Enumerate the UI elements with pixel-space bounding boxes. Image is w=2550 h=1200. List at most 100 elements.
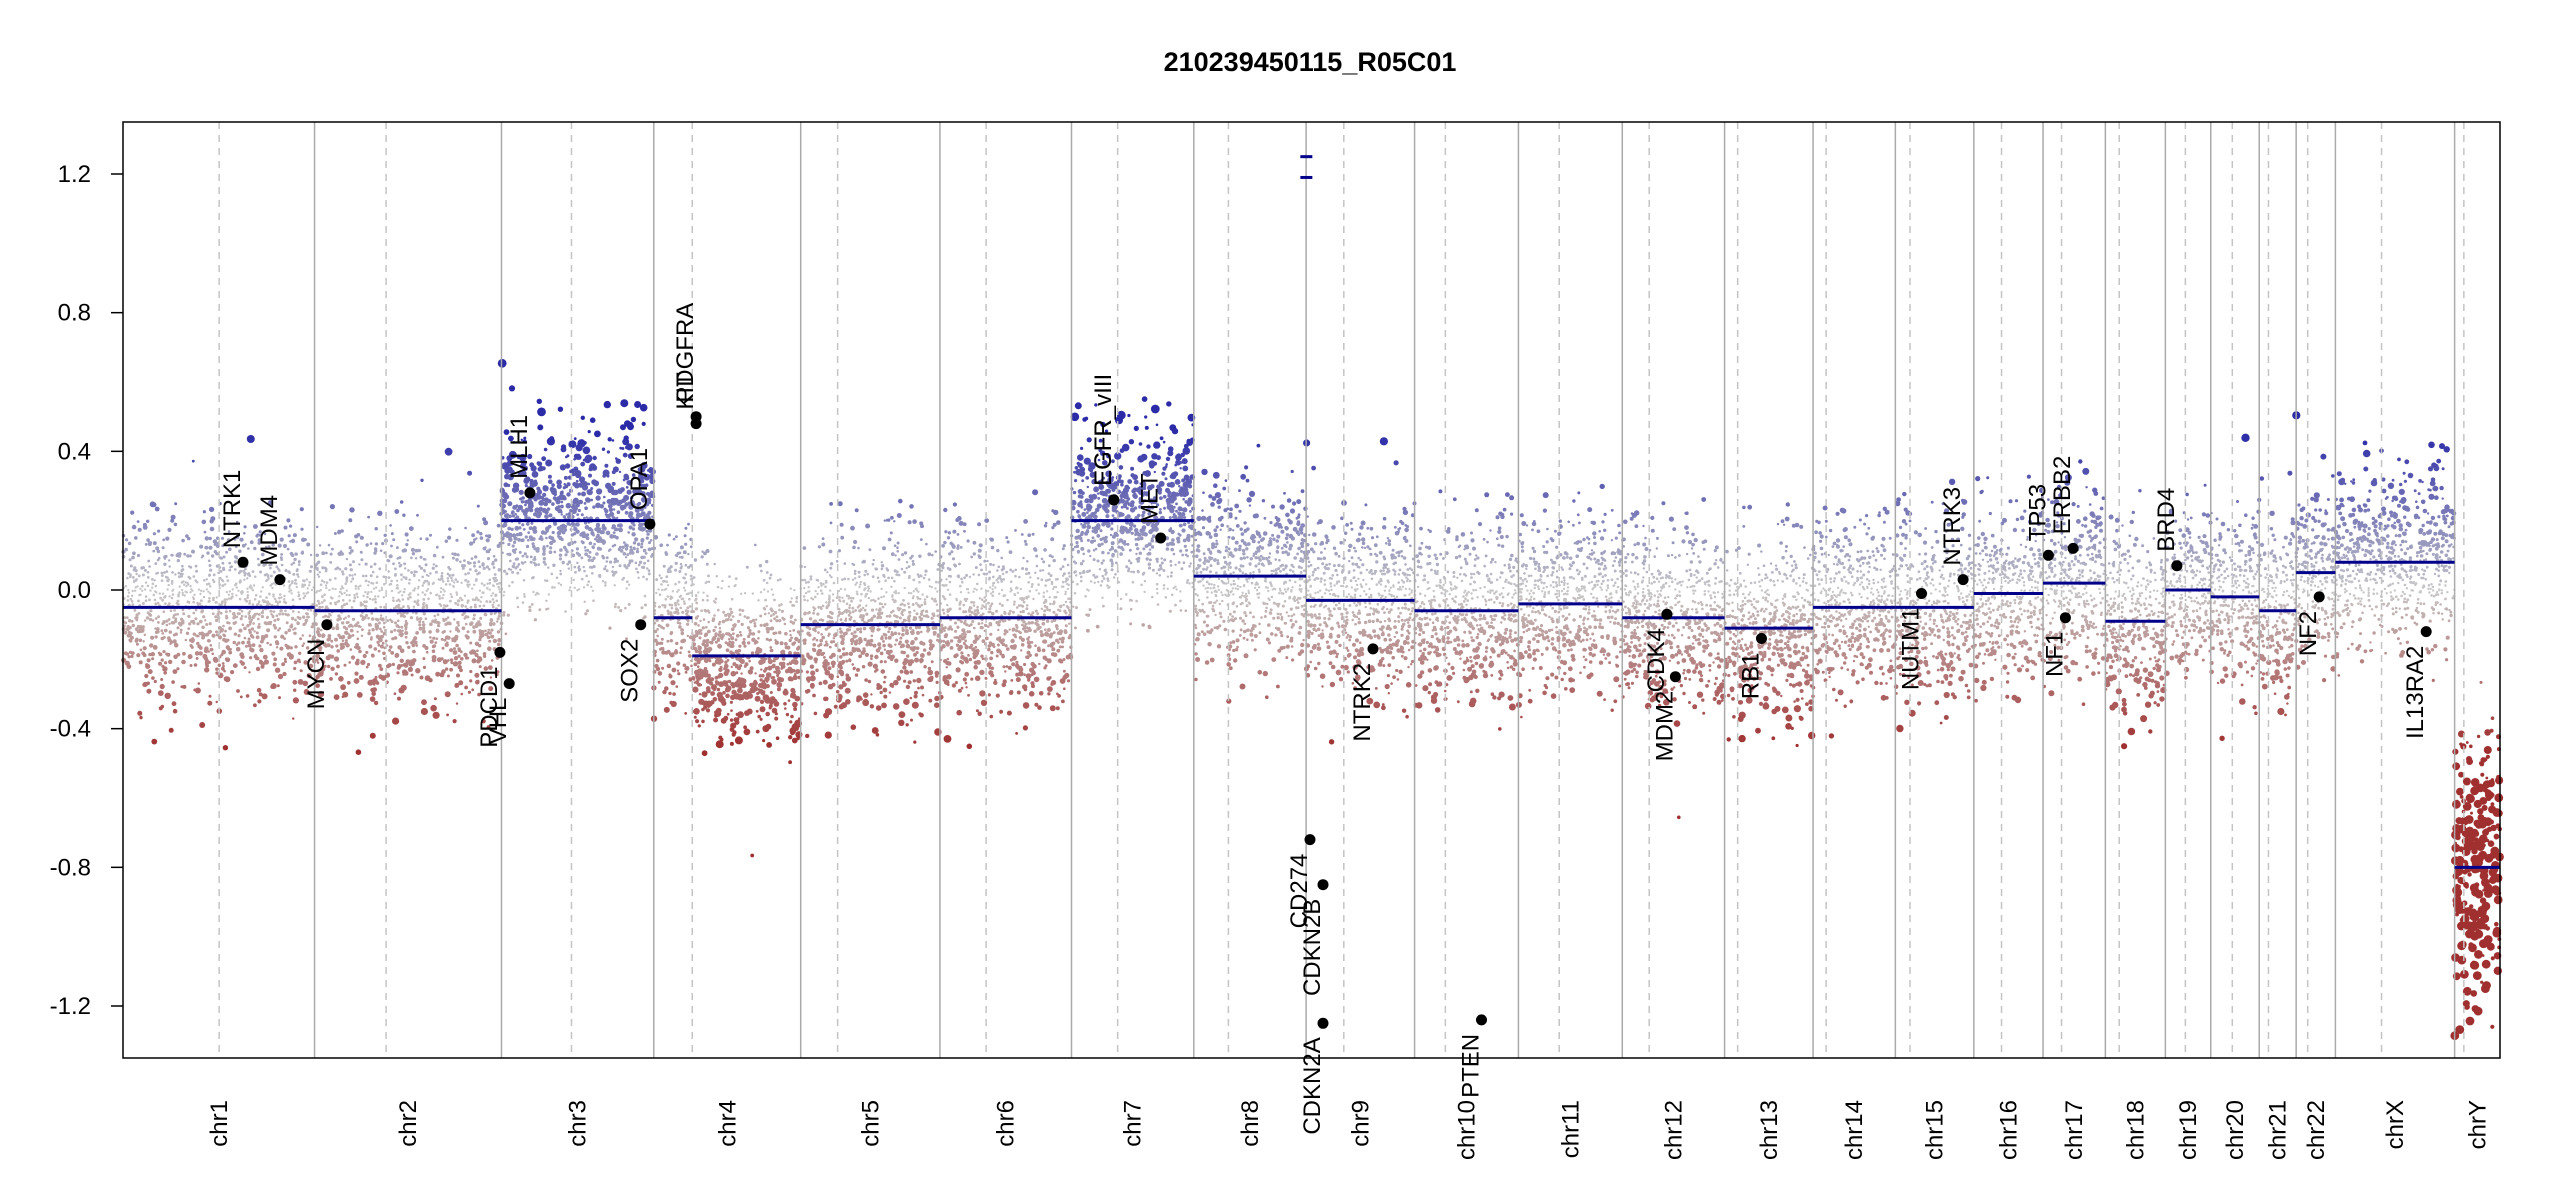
probe-point-0-425 <box>194 617 198 621</box>
probe-point-5-78 <box>839 655 843 659</box>
probe-point-0-71 <box>161 546 165 550</box>
probe-point-0-1064 <box>267 545 271 549</box>
probe-point-1-901 <box>482 546 487 551</box>
probe-point-1-1045 <box>398 633 402 636</box>
probe-point-1-1061 <box>404 567 407 570</box>
probe-point-2-568 <box>604 509 609 514</box>
probe-point-1-641 <box>442 593 445 597</box>
probe-point-5-530 <box>907 680 912 685</box>
probe-point-1-1001 <box>415 644 419 647</box>
probe-point-1-1038 <box>441 580 445 583</box>
probe-point-1-1064 <box>393 692 397 695</box>
probe-point-0-205 <box>199 589 203 592</box>
probe-point-5-696 <box>919 640 924 646</box>
probe-point-1-994 <box>415 631 419 635</box>
probe-point-1-314 <box>323 599 326 602</box>
probe-point-4-56 <box>694 616 699 620</box>
probe-point-2-201 <box>587 482 591 486</box>
probe-point-4-513 <box>783 622 787 626</box>
probe-point-1-286 <box>348 518 353 523</box>
probe-point-4-599 <box>769 614 773 617</box>
probe-point-3-44 <box>655 658 660 663</box>
probe-point-0-528 <box>144 581 148 584</box>
probe-point-4-321 <box>694 594 698 598</box>
probe-point-4-178 <box>757 630 761 634</box>
probe-point-5-113 <box>848 606 851 609</box>
probe-point-0-649 <box>274 640 279 645</box>
probe-point-0-1104 <box>215 552 219 556</box>
probe-point-1-400 <box>421 575 425 579</box>
probe-point-1-781 <box>319 588 322 592</box>
probe-point-3-136 <box>671 590 675 593</box>
probe-point-1-646 <box>317 575 321 578</box>
probe-point-2-873 <box>565 550 569 554</box>
probe-point-0-933 <box>138 638 143 643</box>
probe-point-1-62 <box>356 630 359 633</box>
probe-point-0-741 <box>224 610 228 614</box>
probe-point-5-613 <box>934 702 940 708</box>
probe-point-5-647 <box>882 643 886 648</box>
probe-point-3-69 <box>686 634 689 638</box>
probe-point-0-771 <box>207 639 211 643</box>
probe-point-2-293 <box>646 567 649 570</box>
probe-point-3-217 <box>656 628 659 631</box>
probe-point-1-291 <box>433 614 437 618</box>
probe-point-0-477 <box>146 681 150 686</box>
probe-point-2-414 <box>508 514 512 519</box>
probe-point-0-190 <box>262 654 268 660</box>
probe-point-1-832 <box>393 629 396 632</box>
probe-point-0-881 <box>299 637 303 641</box>
probe-point-1-358 <box>407 666 413 673</box>
probe-point-4-501 <box>718 630 722 634</box>
probe-point-0-541 <box>205 578 208 581</box>
probe-point-0-633 <box>223 598 227 601</box>
probe-point-1-298 <box>361 628 364 632</box>
probe-point-2-362 <box>556 483 562 489</box>
probe-point-0-792 <box>208 597 211 600</box>
probe-point-4-313 <box>720 717 727 724</box>
probe-point-1-800 <box>440 657 444 661</box>
probe-point-0-902 <box>129 634 132 638</box>
probe-point-0-991 <box>145 663 149 667</box>
probe-point-1-634 <box>464 579 467 582</box>
probe-point-5-445 <box>813 711 818 716</box>
probe-point-0-853 <box>255 603 259 606</box>
probe-point-1-749 <box>315 604 319 607</box>
probe-point-0-373 <box>255 631 259 635</box>
probe-point-1-767 <box>456 629 461 633</box>
probe-point-2-755 <box>505 572 509 576</box>
probe-point-1-907 <box>407 582 411 585</box>
probe-point-4-450 <box>753 622 757 625</box>
probe-point-5-731 <box>895 573 899 576</box>
probe-point-4-274 <box>735 671 739 675</box>
probe-point-4-511 <box>739 633 743 637</box>
probe-point-0-677 <box>272 610 276 613</box>
probe-point-4-129 <box>741 640 746 646</box>
probe-point-0-835 <box>248 616 252 620</box>
probe-point-1-296 <box>475 624 479 628</box>
probe-point-4-367 <box>697 631 701 635</box>
probe-point-0-378 <box>155 627 160 631</box>
probe-point-4-187 <box>710 691 715 696</box>
probe-point-2-546 <box>537 563 541 566</box>
probe-point-4-411 <box>784 645 789 650</box>
probe-point-3-221 <box>657 624 661 627</box>
probe-point-2-40 <box>639 507 644 512</box>
probe-point-2-469 <box>512 562 516 565</box>
probe-point-0-1007 <box>148 565 151 568</box>
probe-point-3-203 <box>676 621 680 625</box>
probe-point-6-118 <box>976 611 980 615</box>
probe-point-4-12 <box>696 665 700 668</box>
probe-point-5-477 <box>903 570 907 574</box>
probe-point-0-970 <box>248 610 252 613</box>
probe-point-2-644 <box>505 532 508 535</box>
probe-point-5-592 <box>815 668 819 673</box>
probe-point-2-431 <box>502 594 505 597</box>
probe-point-1-365 <box>316 573 319 576</box>
probe-point-2-386 <box>637 576 640 579</box>
probe-point-2-830 <box>501 492 508 499</box>
probe-point-1-846 <box>354 587 357 590</box>
probe-point-5-32 <box>928 639 933 644</box>
probe-point-1-23 <box>418 620 422 624</box>
probe-point-5-500 <box>845 602 849 606</box>
